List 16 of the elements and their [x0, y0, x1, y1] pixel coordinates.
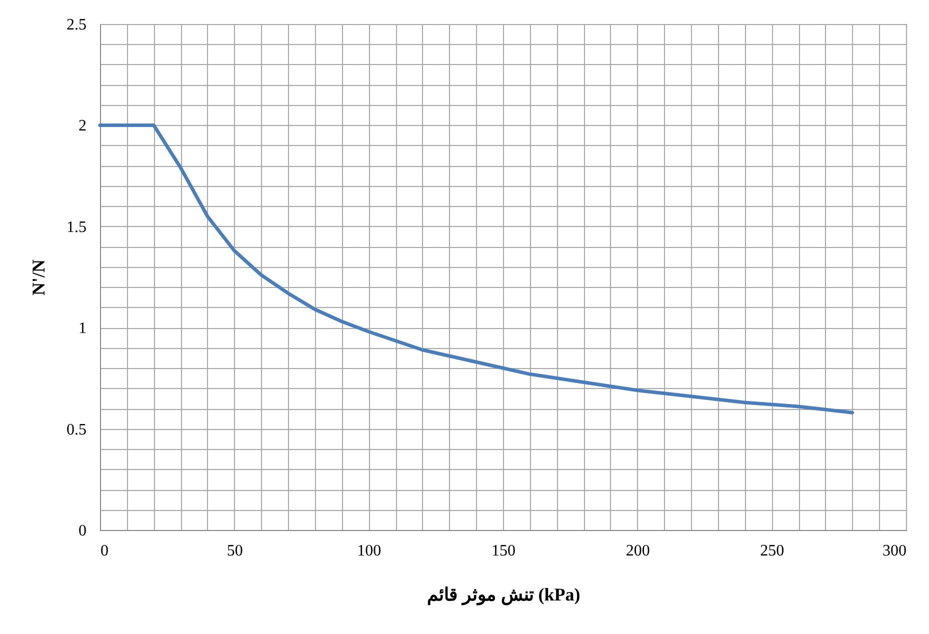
x-tick-label: 150 [492, 542, 516, 560]
x-tick-label: 100 [357, 542, 382, 560]
x-tick-label: 200 [626, 542, 650, 560]
y-tick-label: 0.5 [66, 421, 86, 438]
x-tick-label: 300 [882, 542, 906, 560]
x-tick-label: 250 [760, 542, 784, 560]
y-axis-title: N'/N [28, 260, 48, 296]
y-tick-label: 2.5 [66, 16, 86, 34]
y-tick-label: 1 [78, 320, 86, 338]
x-tick-label: 50 [226, 542, 243, 560]
x-tick-label: 0 [100, 542, 108, 560]
y-tick-label: 0 [78, 522, 86, 540]
y-tick-label: 2 [78, 118, 86, 135]
y-tick-label: 1.5 [66, 218, 86, 236]
line-series [98, 123, 854, 414]
x-axis-title: تنش موثر قائم (kPa) [426, 584, 580, 606]
